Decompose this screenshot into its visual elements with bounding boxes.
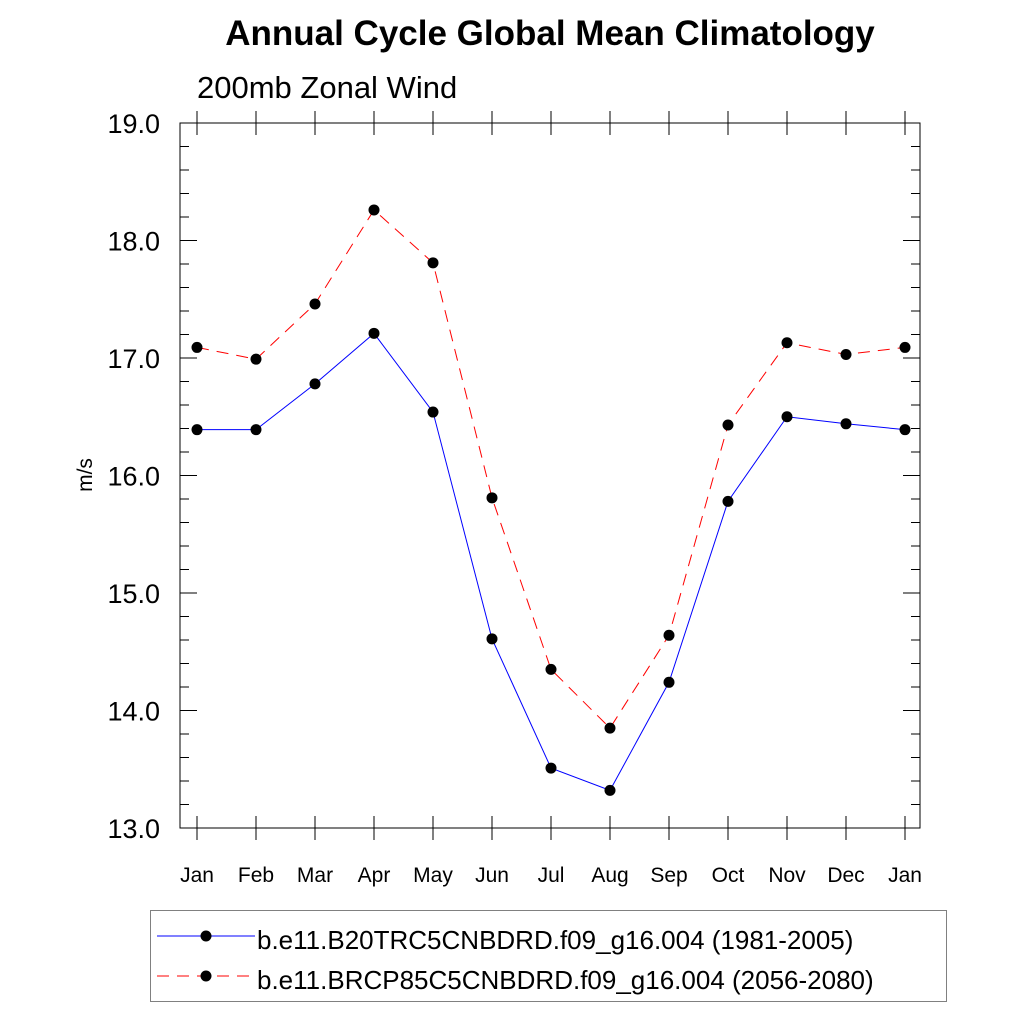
- x-tick-label: May: [413, 864, 453, 887]
- data-point-series-1: [309, 378, 321, 390]
- data-point-series-1: [486, 633, 498, 645]
- data-point-series-2: [604, 722, 616, 734]
- data-point-series-1: [545, 762, 557, 774]
- y-tick-label: 17.0: [107, 344, 160, 374]
- data-point-series-1: [781, 411, 793, 423]
- x-tick-label: Nov: [768, 864, 806, 887]
- data-point-series-1: [899, 424, 911, 436]
- series-line-2: [196, 209, 906, 729]
- data-point-series-1: [191, 424, 203, 436]
- legend-swatch-series-1: [157, 930, 255, 942]
- data-point-series-2: [427, 257, 439, 269]
- x-tick-label: Sep: [650, 864, 687, 887]
- data-point-series-2: [899, 341, 911, 353]
- data-point-series-2: [191, 341, 203, 353]
- legend-entry-series-2: b.e11.BRCP85C5CNBDRD.f09_g16.004 (2056-2…: [151, 959, 946, 999]
- x-tick-label: Jul: [538, 864, 565, 887]
- data-point-series-2: [309, 298, 321, 310]
- data-point-series-2: [722, 419, 734, 431]
- y-tick-label: 16.0: [107, 462, 160, 492]
- y-tick-label: 19.0: [107, 109, 160, 139]
- plot-frame: [179, 122, 921, 829]
- data-point-series-2: [486, 492, 498, 504]
- chart-subtitle: 200mb Zonal Wind: [197, 70, 458, 105]
- legend-label-series-2: b.e11.BRCP85C5CNBDRD.f09_g16.004 (2056-2…: [257, 965, 874, 995]
- x-tick-label: Oct: [712, 864, 745, 887]
- data-point-series-1: [663, 676, 675, 688]
- x-tick-label: Apr: [358, 864, 391, 887]
- chart-title: Annual Cycle Global Mean Climatology: [225, 14, 875, 53]
- x-tick-label: Dec: [827, 864, 864, 887]
- x-tick-label: Jun: [475, 864, 509, 887]
- legend: b.e11.B20TRC5CNBDRD.f09_g16.004 (1981-20…: [150, 910, 947, 1002]
- data-point-series-2: [545, 663, 557, 675]
- data-point-series-2: [250, 353, 262, 365]
- data-point-series-1: [250, 424, 262, 436]
- data-point-series-2: [663, 629, 675, 641]
- data-point-series-1: [722, 495, 734, 507]
- data-point-series-1: [368, 327, 380, 339]
- data-point-series-1: [840, 418, 852, 430]
- legend-label-series-1: b.e11.B20TRC5CNBDRD.f09_g16.004 (1981-20…: [257, 925, 854, 955]
- x-tick-label: Mar: [297, 864, 333, 887]
- x-tick-label: Feb: [238, 864, 274, 887]
- data-point-series-2: [368, 204, 380, 216]
- y-tick-label: 13.0: [107, 814, 160, 844]
- data-point-series-2: [840, 348, 852, 360]
- x-tick-label: Jan: [888, 864, 922, 887]
- y-tick-label: 15.0: [107, 579, 160, 609]
- legend-entry-series-1: b.e11.B20TRC5CNBDRD.f09_g16.004 (1981-20…: [151, 919, 946, 959]
- legend-swatch-series-2: [157, 970, 255, 982]
- x-tick-label: Jan: [180, 864, 214, 887]
- y-tick-label: 18.0: [107, 227, 160, 257]
- data-point-series-1: [427, 406, 439, 418]
- series-line-1: [197, 332, 906, 792]
- data-point-series-2: [781, 337, 793, 349]
- chart-plot: Jan Feb Mar Apr May Jun Jul Aug Sep Oct Nov Dec Jan …: [107, 109, 922, 887]
- data-point-series-1: [604, 784, 616, 796]
- y-tick-label: 14.0: [107, 697, 160, 727]
- x-tick-label: Aug: [591, 864, 628, 887]
